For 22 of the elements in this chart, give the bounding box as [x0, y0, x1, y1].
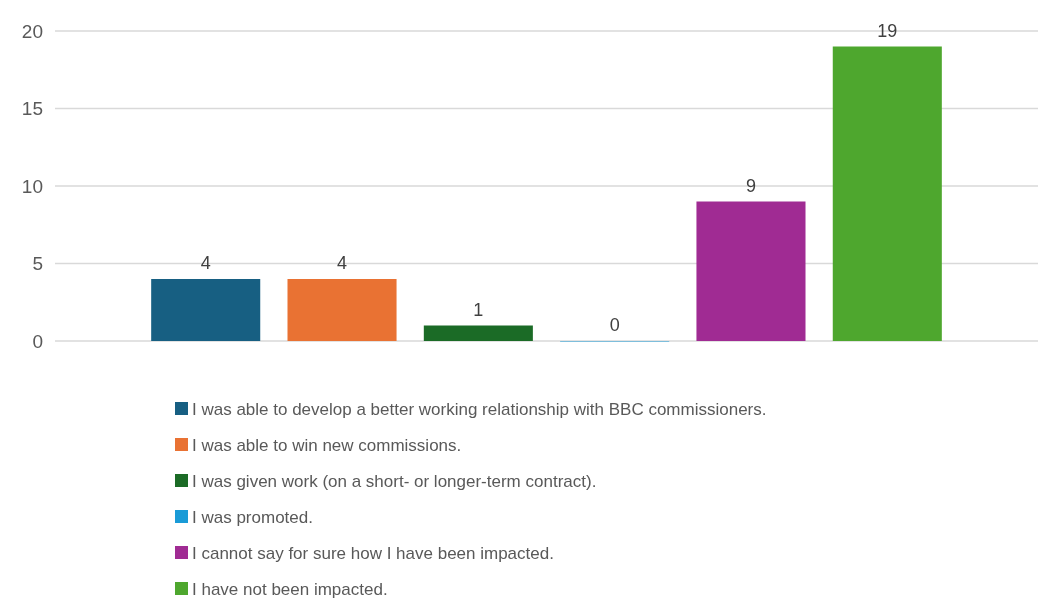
legend-label: I was able to develop a better working relationship with BBC commissioners. — [192, 399, 767, 419]
bar — [696, 201, 806, 341]
legend-label: I cannot say for sure how I have been impacted. — [192, 543, 554, 563]
bar — [287, 279, 397, 341]
y-tick-label: 0 — [32, 330, 43, 352]
data-label: 4 — [337, 253, 348, 273]
y-tick-label: 15 — [21, 98, 43, 120]
legend-label: I was able to win new commissions. — [192, 435, 462, 455]
bar — [151, 279, 261, 341]
data-label: 19 — [877, 20, 898, 41]
data-label: 0 — [609, 315, 620, 335]
legend-label: I have not been impacted. — [192, 579, 388, 599]
data-label: 4 — [200, 253, 211, 273]
y-tick-label: 10 — [21, 175, 43, 197]
data-label: 9 — [745, 175, 756, 196]
legend-label: I was given work (on a short- or longer-term contract). — [192, 471, 597, 491]
y-tick-label: 20 — [21, 20, 43, 42]
bar — [423, 325, 533, 341]
bar — [832, 46, 942, 341]
data-label: 1 — [473, 299, 484, 320]
legend-label: I was promoted. — [192, 507, 313, 527]
y-tick-label: 5 — [32, 253, 43, 275]
